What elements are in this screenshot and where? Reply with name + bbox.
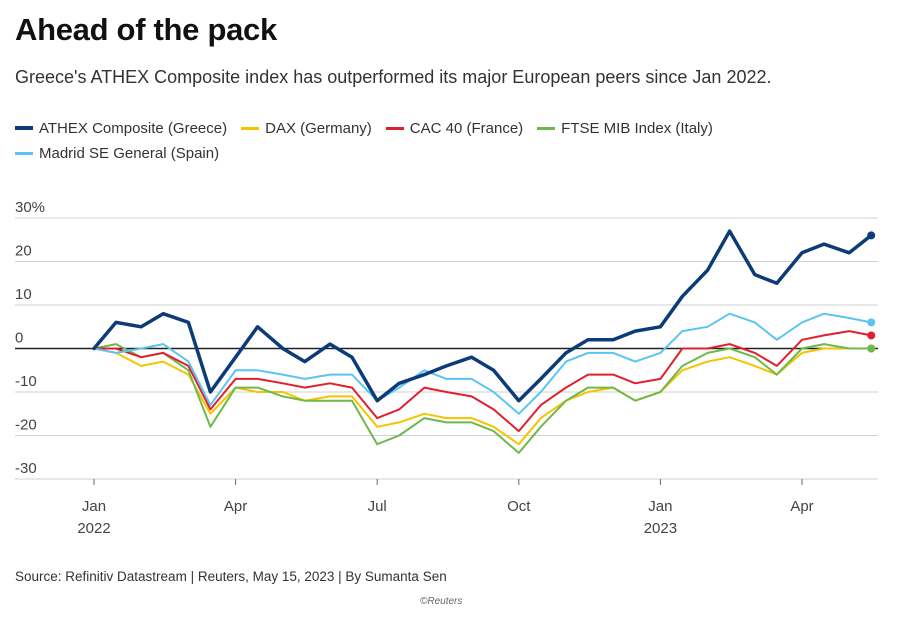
series-line-ftse-mib-index-italy xyxy=(93,343,873,454)
y-axis-tick-labels: 30% 20 10 0 -10 -20 -30 xyxy=(15,199,45,477)
legend-swatch xyxy=(241,126,260,130)
legend-item: ATHEX Composite (Greece) xyxy=(15,120,227,137)
series-line-cac-40-france xyxy=(93,330,873,433)
x-tick-label: Apr xyxy=(224,498,247,515)
series-line-madrid-se-general-spain xyxy=(93,312,873,415)
x-tick-label: Jul xyxy=(368,498,387,515)
legend-swatch xyxy=(537,126,556,130)
y-tick-label: -10 xyxy=(15,373,37,390)
legend-label: CAC 40 (France) xyxy=(409,120,524,137)
x-tick-label: Jan xyxy=(648,498,672,515)
x-tick-label: Apr xyxy=(790,498,813,515)
legend-swatch xyxy=(385,126,404,130)
x-tick-label: Oct xyxy=(507,498,531,515)
source-note: Source: Refinitiv Datastream | Reuters, … xyxy=(15,569,447,584)
legend-label: ATHEX Composite (Greece) xyxy=(39,120,228,137)
series-line-dax-germany xyxy=(93,347,873,446)
y-tick-label: 20 xyxy=(15,243,32,260)
legend-label: DAX (Germany) xyxy=(265,120,372,137)
x-axis-tick-labels: Jan 2022 Apr Jul Oct Jan 2023 Apr xyxy=(77,479,814,537)
y-tick-label: -20 xyxy=(15,417,37,434)
series-end-dot-athex-composite-greece xyxy=(867,231,876,240)
reuters-credit: ©Reuters xyxy=(420,596,463,607)
legend-item: FTSE MIB Index (Italy) xyxy=(537,120,713,137)
legend: ATHEX Composite (Greece) DAX (Germany) CAC… xyxy=(15,120,775,170)
legend-item: Madrid SE General (Spain) xyxy=(15,145,219,162)
y-tick-label: 0 xyxy=(15,330,23,347)
series-end-dot-madrid-se-general-spain xyxy=(867,318,876,327)
chart-subtitle: Greece's ATHEX Composite index has outpe… xyxy=(15,67,772,87)
series-end-dot-ftse-mib-index-italy xyxy=(867,344,876,353)
legend-label: Madrid SE General (Spain) xyxy=(39,145,220,162)
gridlines xyxy=(15,217,878,480)
x-tick-year-label: 2023 xyxy=(644,520,677,537)
legend-swatch xyxy=(15,126,33,131)
series-end-dot-cac-40-france xyxy=(867,331,876,340)
chart-title: Ahead of the pack xyxy=(15,12,277,47)
y-tick-label: -30 xyxy=(15,460,37,477)
series-lines xyxy=(92,229,876,454)
y-tick-label: 10 xyxy=(15,286,32,303)
legend-item: CAC 40 (France) xyxy=(385,120,524,137)
legend-label: FTSE MIB Index (Italy) xyxy=(561,120,713,137)
y-tick-label: 30% xyxy=(15,199,45,216)
legend-swatch xyxy=(15,151,33,155)
series-line-athex-composite-greece xyxy=(92,229,873,403)
x-tick-label: Jan xyxy=(82,498,106,515)
legend-item: DAX (Germany) xyxy=(241,120,372,137)
x-tick-year-label: 2022 xyxy=(77,520,110,537)
